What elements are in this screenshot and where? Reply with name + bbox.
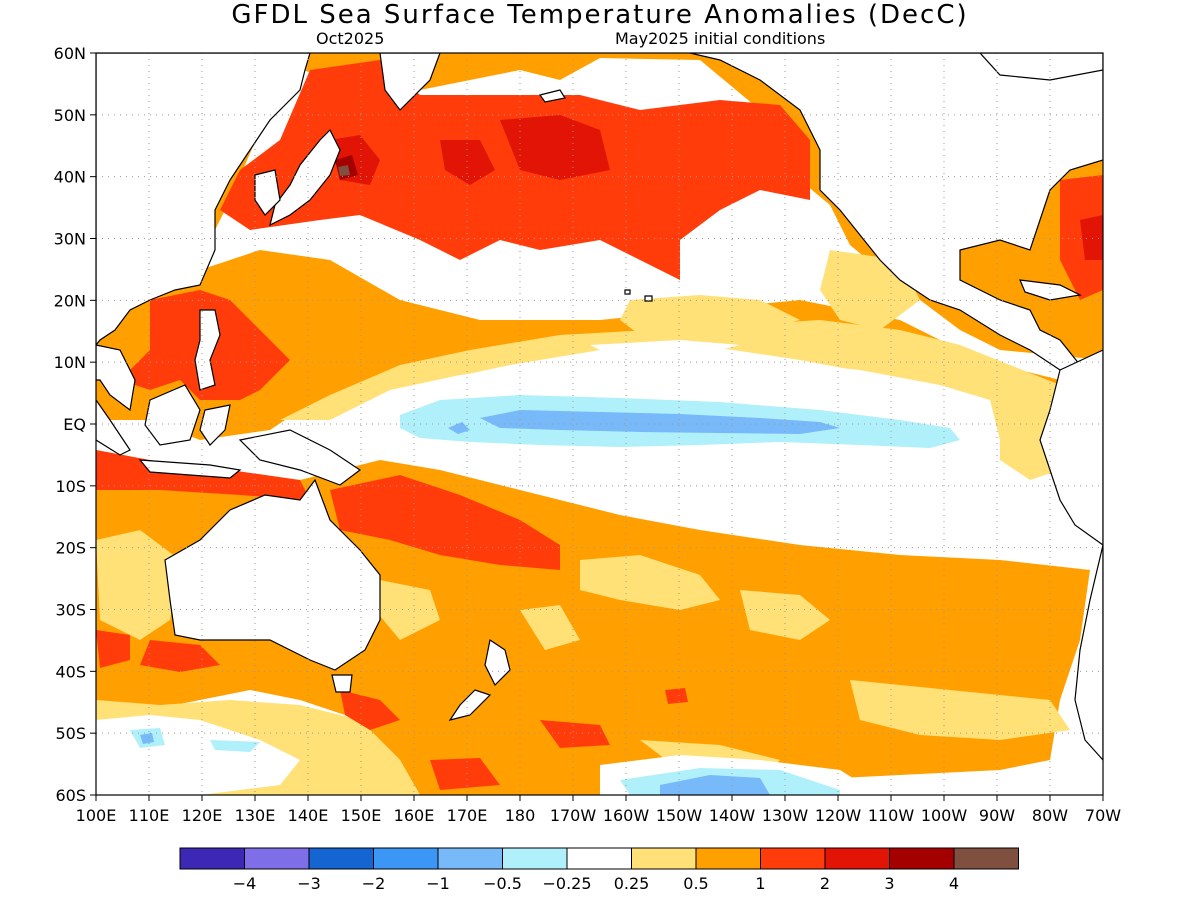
- lon-tick-label: 160E: [394, 806, 435, 825]
- forecast-month: Oct2025: [316, 29, 385, 48]
- lon-tick-label: 150W: [656, 806, 703, 825]
- lat-tick-label: EQ: [63, 415, 86, 434]
- colorbar-label: −4: [233, 874, 257, 893]
- lat-tick-label: 20N: [54, 291, 86, 310]
- lat-tick-label: 50N: [54, 106, 86, 125]
- longitude-axis: 100E 110E 120E 130E 140E 150E 160E 170E 180 170W 1…: [76, 795, 1121, 825]
- lon-tick-label: 140W: [709, 806, 756, 825]
- colorbar-swatch: [502, 847, 568, 870]
- coastlines: [96, 53, 1103, 761]
- south-america: [1039, 349, 1103, 761]
- colorbar-swatch: [695, 847, 761, 870]
- colorbar-label: 4: [949, 874, 959, 893]
- colorbar-swatch: [373, 847, 439, 870]
- lat-tick-label: 50S: [55, 724, 86, 743]
- colorbar-swatch: [179, 847, 245, 870]
- colorbar-swatch: [889, 847, 955, 870]
- lon-tick-label: 120W: [815, 806, 862, 825]
- initial-conditions: May2025 initial conditions: [615, 29, 826, 48]
- colorbar-swatch: [308, 847, 374, 870]
- lon-tick-label: 130W: [762, 806, 809, 825]
- new-zealand: [484, 639, 511, 687]
- lon-tick-label: 110W: [868, 806, 915, 825]
- lon-tick-label: 110E: [129, 806, 170, 825]
- colorbar-label: 0.25: [614, 874, 650, 893]
- colorbar-label: 0.5: [683, 874, 708, 893]
- lat-tick-label: 20S: [55, 539, 86, 558]
- colorbar-swatch: [437, 847, 503, 870]
- colorbar-swatch: [566, 847, 632, 870]
- map-title: GFDL Sea Surface Temperature Anomalies (…: [231, 0, 969, 30]
- colorbar-swatch: [631, 847, 697, 870]
- lat-tick-label: 40N: [54, 168, 86, 187]
- australia: [164, 478, 381, 671]
- borneo: [144, 384, 201, 446]
- colorbar: −4 −3 −2 −1 −0.5 −0.25 0.25 0.5 1 2 3 4: [179, 847, 1019, 893]
- lat-tick-label: 40S: [55, 662, 86, 681]
- colorbar-label: 1: [755, 874, 765, 893]
- new-guinea: [238, 429, 362, 486]
- lon-tick-label: 160W: [603, 806, 650, 825]
- lon-tick-label: 170W: [550, 806, 597, 825]
- lat-tick-label: 10N: [54, 353, 86, 372]
- colorbar-label: −2: [362, 874, 386, 893]
- colorbar-label: −0.25: [542, 874, 591, 893]
- colorbar-label: 2: [820, 874, 830, 893]
- colorbar-label: −0.5: [483, 874, 522, 893]
- colorbar-label: 3: [884, 874, 894, 893]
- colorbar-label: −1: [426, 874, 450, 893]
- lon-tick-label: 100E: [76, 806, 117, 825]
- north-pacific-hot-region: [220, 60, 810, 280]
- colorbar-swatch: [760, 847, 826, 870]
- colorbar-swatch: [953, 847, 1019, 870]
- lon-tick-label: 90W: [979, 806, 1015, 825]
- lon-tick-label: 130E: [235, 806, 276, 825]
- lon-tick-label: 150E: [341, 806, 382, 825]
- lat-tick-label: 30N: [54, 230, 86, 249]
- lon-tick-label: 70W: [1085, 806, 1121, 825]
- lat-tick-label: 10S: [55, 477, 86, 496]
- colorbar-swatch: [824, 847, 890, 870]
- lon-tick-label: 140E: [288, 806, 329, 825]
- lat-tick-label: 60N: [54, 44, 86, 63]
- latitude-axis: 60N 50N 40N 30N 20N 10N EQ 10S 20S 30S 40S 50S 60S: [54, 44, 96, 805]
- lon-tick-label: 80W: [1032, 806, 1068, 825]
- grid-lines: [96, 53, 1103, 795]
- lon-tick-label: 180: [505, 806, 536, 825]
- lat-tick-label: 30S: [55, 601, 86, 620]
- lon-tick-label: 100W: [921, 806, 968, 825]
- colorbar-swatch: [244, 847, 310, 870]
- colorbar-label: −3: [297, 874, 321, 893]
- lon-tick-label: 170E: [447, 806, 488, 825]
- lon-tick-label: 120E: [182, 806, 223, 825]
- lat-tick-label: 60S: [55, 786, 86, 805]
